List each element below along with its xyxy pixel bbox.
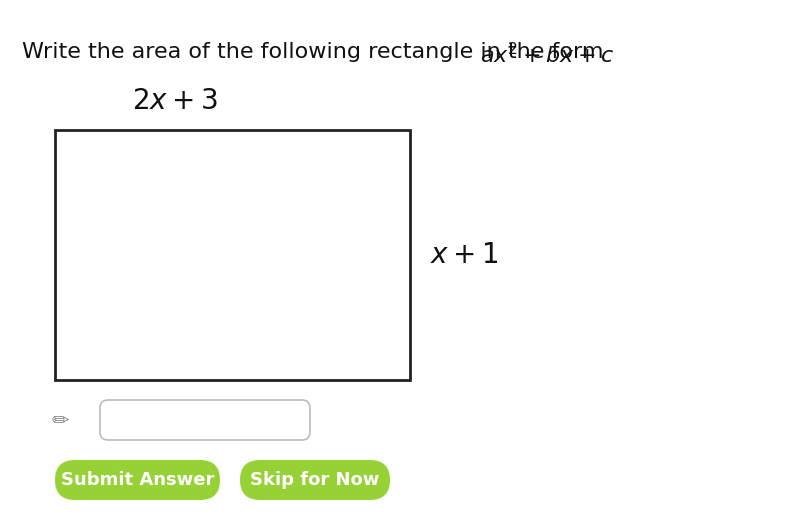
FancyBboxPatch shape [240, 460, 390, 500]
Bar [55, 130, 410, 380]
Text: ✏: ✏ [51, 410, 69, 430]
Text: Skip for Now: Skip for Now [250, 471, 380, 489]
Text: $ax^2 + bx + c$: $ax^2 + bx + c$ [480, 42, 614, 67]
Text: $2x + 3$: $2x + 3$ [132, 87, 218, 115]
Text: $x + 1$: $x + 1$ [430, 241, 498, 269]
FancyBboxPatch shape [55, 460, 220, 500]
FancyBboxPatch shape [100, 400, 310, 440]
Text: Submit Answer: Submit Answer [61, 471, 214, 489]
Text: Write the area of the following rectangle in the form: Write the area of the following rectangl… [22, 42, 610, 62]
